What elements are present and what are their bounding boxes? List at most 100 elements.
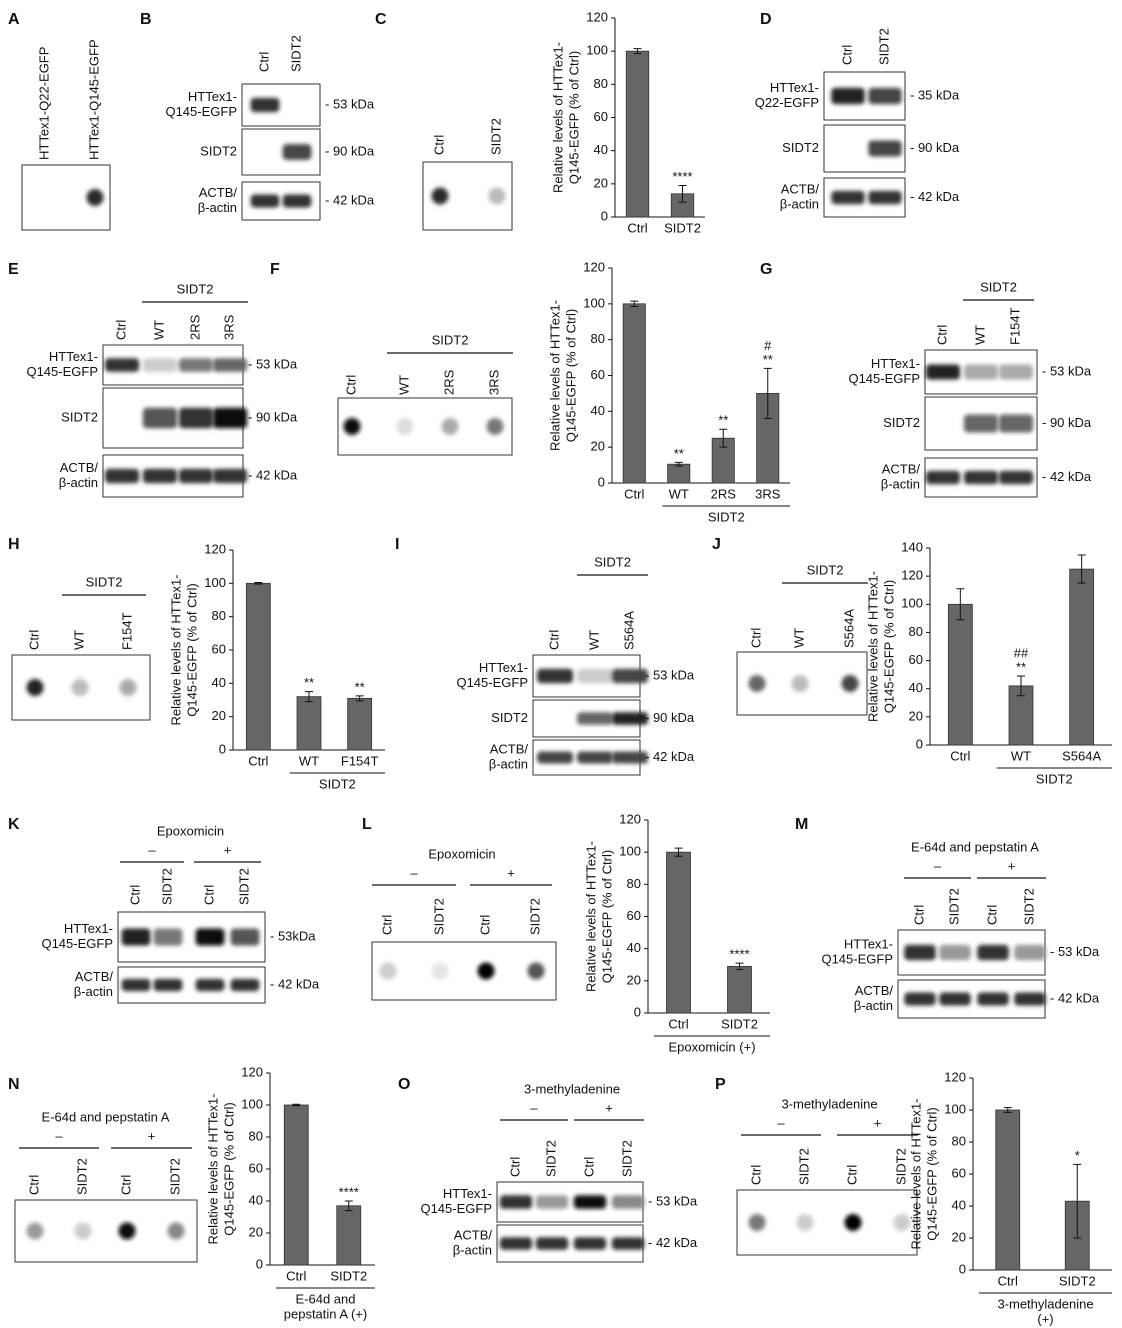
row-label: HTTex1- (844, 936, 893, 951)
lane-label: Ctrl (343, 375, 358, 395)
dot (432, 188, 449, 205)
x-tick-label: S564A (1062, 748, 1101, 763)
x-tick-label: Ctrl (668, 1016, 688, 1031)
significance: **** (729, 947, 749, 962)
lane-label: SIDT2 (74, 1158, 89, 1195)
y-tick-label: 120 (241, 1064, 263, 1079)
bar (1070, 569, 1094, 745)
lane-label: Ctrl (113, 320, 128, 340)
row-label: β-actin (74, 984, 113, 999)
bar (337, 1206, 361, 1265)
y-tick-label: 80 (952, 1133, 966, 1148)
bar (623, 304, 645, 483)
condition-label: – (934, 858, 942, 873)
group-label: 3-methyladenine (997, 1296, 1093, 1311)
group-label: SIDT2 (177, 281, 214, 296)
band (143, 358, 177, 372)
y-axis-label: Q145-EGFP (% of Ctrl) (184, 583, 199, 716)
y-tick-label: 60 (591, 367, 605, 382)
condition-label: – (148, 842, 156, 857)
panel-letter: M (795, 816, 808, 833)
x-tick-label: WT (1011, 748, 1031, 763)
band (939, 945, 971, 960)
row-label: HTTex1- (871, 356, 920, 371)
kda-label: - 90 kDa (325, 143, 375, 158)
y-tick-label: 60 (909, 652, 923, 667)
lane-label: Ctrl (844, 1165, 859, 1185)
band (536, 1237, 568, 1250)
kda-label: - 42 kDa (248, 467, 298, 482)
y-tick-label: 0 (598, 474, 605, 489)
y-tick-label: 40 (627, 940, 641, 955)
bar (948, 604, 972, 745)
y-tick-label: 0 (916, 736, 923, 751)
band (977, 945, 1009, 960)
band (999, 471, 1033, 484)
group-label: (+) (1037, 1311, 1053, 1326)
band (831, 88, 864, 104)
y-tick-label: 100 (586, 43, 608, 58)
group-label: Epoxomicin (+) (668, 1039, 755, 1054)
x-tick-label: WT (299, 753, 319, 768)
significance: **** (672, 169, 692, 184)
lane-label: Ctrl (477, 915, 492, 935)
treatment-label: Epoxomicin (428, 846, 495, 861)
x-tick-label: WT (669, 486, 689, 501)
condition-label: + (1008, 858, 1016, 873)
significance: ## (1014, 645, 1029, 660)
lane-label: Ctrl (127, 885, 142, 905)
row-label: ACTB/ (75, 969, 114, 984)
lane-label: Ctrl (118, 1175, 133, 1195)
dot (119, 1223, 136, 1240)
x-tick-label: Ctrl (624, 486, 644, 501)
row-label: β-actin (489, 756, 528, 771)
band (574, 1237, 606, 1250)
row-label: ACTB/ (855, 983, 894, 998)
kda-label: - 90 kDa (248, 409, 298, 424)
group-label: SIDT2 (86, 574, 123, 589)
lane-label: WT (151, 320, 166, 340)
row-label: ACTB/ (199, 185, 238, 200)
kda-label: - 90 kDa (1042, 415, 1092, 430)
band (964, 471, 998, 484)
row-label: SIDT2 (883, 415, 920, 430)
group-label: SIDT2 (319, 776, 356, 791)
band (926, 471, 960, 484)
y-tick-label: 20 (212, 708, 226, 723)
lane-label: F154T (119, 612, 134, 650)
band (179, 469, 213, 483)
band (283, 195, 312, 208)
y-tick-label: 80 (212, 608, 226, 623)
y-tick-label: 100 (901, 596, 923, 611)
panel-letter: D (760, 11, 772, 28)
kda-label: - 53 kDa (325, 96, 375, 111)
row-label: β-actin (881, 476, 920, 491)
y-tick-label: 80 (249, 1128, 263, 1143)
band (612, 1195, 644, 1209)
row-label: HTTex1- (770, 80, 819, 95)
x-tick-label: Ctrl (248, 753, 268, 768)
significance: ** (1016, 659, 1026, 674)
y-axis-label: Q145-EGFP (% of Ctrl) (566, 51, 581, 184)
band (964, 414, 998, 432)
lane-label: Ctrl (581, 1157, 596, 1177)
kda-label: - 53 kDa (1042, 363, 1092, 378)
y-axis-label: Q145-EGFP (% of Ctrl) (924, 1107, 939, 1240)
dot (797, 1214, 814, 1231)
y-axis-label: Q145-EGFP (% of Ctrl) (599, 850, 614, 983)
band (196, 929, 225, 946)
lane-label: Ctrl (546, 630, 561, 650)
y-tick-label: 60 (212, 641, 226, 656)
y-tick-label: 0 (256, 1256, 263, 1271)
dot (478, 963, 495, 980)
dot (397, 418, 414, 435)
y-tick-label: 0 (219, 741, 226, 756)
lane-label: 2RS (441, 369, 456, 395)
row-label: ACTB/ (781, 181, 820, 196)
significance: ** (304, 675, 314, 690)
lane-label: WT (972, 325, 987, 345)
panel-letter: B (140, 11, 152, 28)
panel-letter: K (8, 816, 20, 833)
significance: # (764, 338, 772, 353)
row-label: SIDT2 (491, 710, 528, 725)
